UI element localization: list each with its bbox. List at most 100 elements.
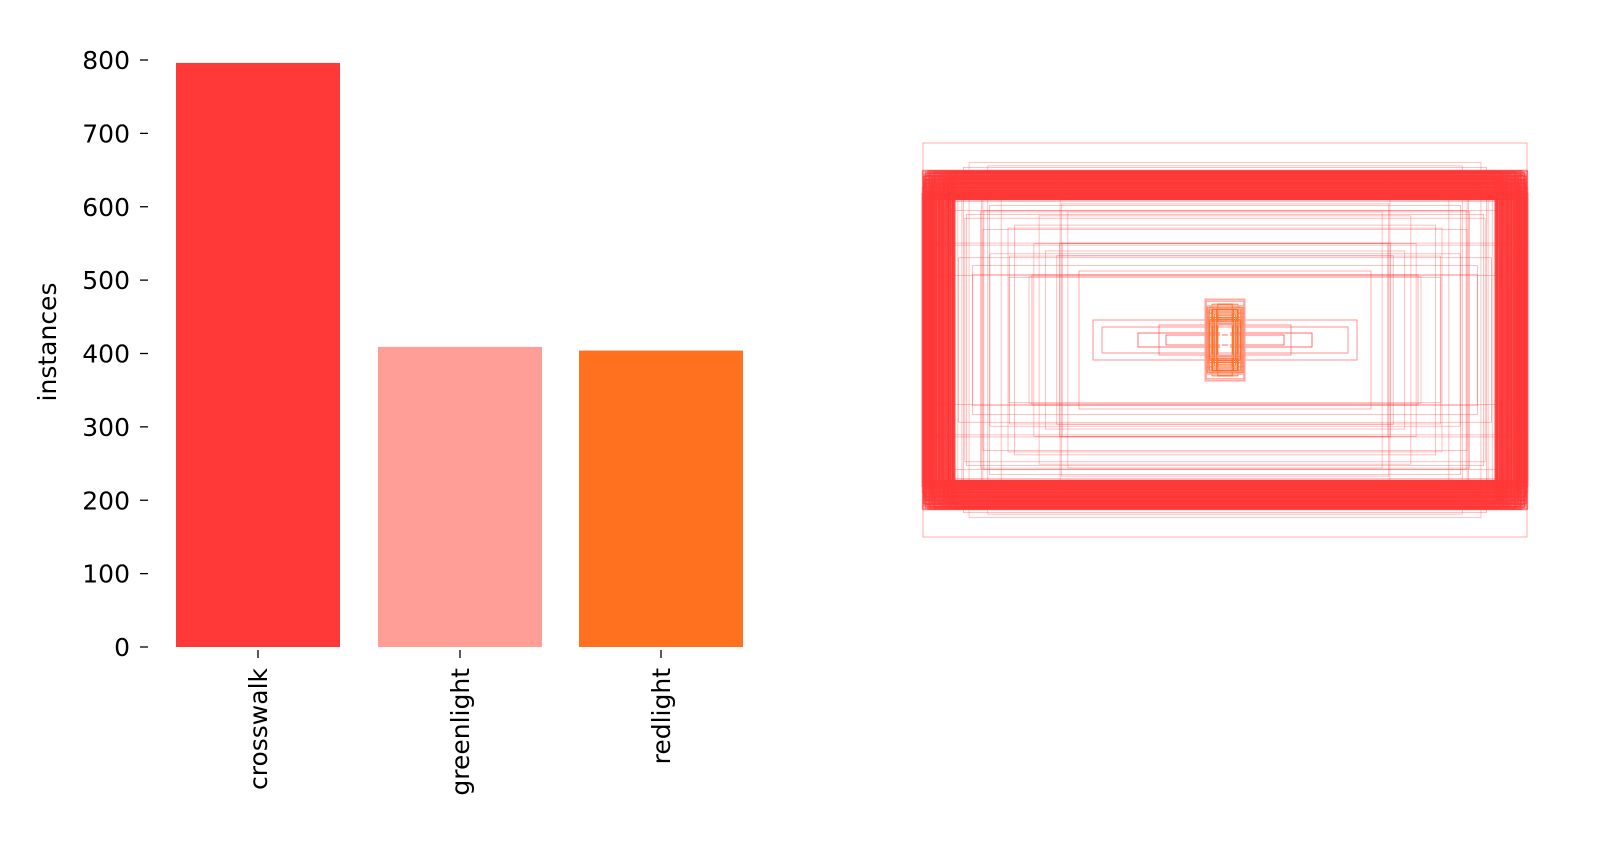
bounding-box (943, 180, 1507, 500)
bounding-box (954, 195, 1496, 485)
bounding-box (936, 177, 1514, 503)
bounding-box (938, 188, 1512, 492)
bounding-box (930, 172, 1520, 508)
bounding-box (980, 211, 1470, 469)
bounding-box (926, 180, 1524, 500)
bounding-box (927, 190, 1523, 490)
bounding-box (1000, 175, 1450, 505)
bounding-box (943, 177, 1507, 503)
bounding-box (932, 180, 1518, 500)
bounding-box (939, 194, 1511, 486)
bounding-box (927, 186, 1523, 494)
bounding-box (950, 172, 1500, 508)
bounding-box (954, 171, 1496, 509)
bounding-box (931, 192, 1519, 488)
bounding-box (941, 195, 1509, 485)
bounding-box (931, 177, 1519, 503)
bounding-box (929, 195, 1521, 485)
bounding-box (942, 189, 1508, 491)
bounding-box (940, 210, 1510, 470)
bounding-box (932, 183, 1518, 497)
bounding-box (932, 171, 1518, 509)
bounding-box (1007, 227, 1443, 453)
bounding-box (1044, 250, 1406, 430)
bounding-box (1210, 310, 1240, 370)
bounding-box (952, 199, 1498, 481)
bounding-box (946, 177, 1504, 503)
bounding-box (931, 191, 1519, 489)
bounding-box (926, 194, 1524, 486)
bounding-box (933, 173, 1517, 507)
bounding-box (1213, 314, 1237, 366)
bounding-box (938, 195, 1512, 485)
bounding-box (940, 173, 1510, 507)
bounding-box (930, 186, 1520, 494)
bounding-box (943, 178, 1507, 502)
bounding-box (934, 192, 1516, 488)
bounding-box (950, 178, 1500, 502)
bounding-box (1056, 255, 1394, 425)
bounding-box (958, 257, 1492, 423)
bounding-box (925, 192, 1525, 488)
bounding-box (938, 192, 1512, 488)
bounding-box (947, 192, 1503, 488)
bounding-box (954, 192, 1496, 488)
bounding-box (926, 189, 1524, 491)
bounding-box (940, 184, 1510, 496)
bounding-box (981, 191, 1469, 489)
bounding-box (950, 184, 1500, 496)
bounding-box (933, 182, 1517, 498)
bounding-box (931, 197, 1519, 483)
bounding-box (931, 186, 1519, 494)
bounding-box (925, 173, 1525, 507)
y-tick-label: 400 (82, 340, 130, 369)
bounding-box (933, 186, 1517, 494)
bounding-box (929, 198, 1521, 482)
bounding-box (923, 182, 1527, 498)
bounding-box (1031, 274, 1419, 406)
bounding-box (949, 197, 1501, 483)
bounding-box (947, 182, 1503, 498)
bounding-box (923, 197, 1527, 483)
bounding-box (935, 194, 1515, 486)
bounding-box (936, 187, 1514, 493)
bounding-box (946, 173, 1504, 507)
bounding-box (935, 176, 1515, 504)
bounding-box (1028, 276, 1422, 404)
bounding-box (933, 173, 1517, 507)
bounding-box (1067, 211, 1383, 469)
bounding-box (1204, 298, 1246, 382)
bars (176, 62, 743, 648)
bounding-box (941, 193, 1509, 487)
bounding-box (934, 183, 1516, 497)
bounding-box (921, 197, 1529, 483)
bounding-box (929, 171, 1521, 509)
bounding-box (1206, 306, 1244, 374)
y-tick-label: 0 (114, 633, 130, 662)
bounding-box (921, 193, 1529, 487)
bounding-box (942, 197, 1508, 483)
bounding-box (936, 184, 1514, 496)
bounding-box (929, 187, 1521, 493)
bounding-box (921, 192, 1529, 488)
bounding-box (933, 199, 1517, 481)
bounding-box (933, 186, 1517, 494)
bounding-box (943, 179, 1507, 501)
bar-chart: 0 100 200 300 400 500 600 700 800 crosswalk green… (33, 46, 743, 796)
bounding-box (954, 172, 1496, 508)
bounding-box (937, 178, 1513, 502)
y-tick-label: 800 (82, 46, 130, 75)
bounding-box (922, 198, 1528, 482)
bounding-box (940, 193, 1510, 487)
bounding-box (938, 193, 1512, 487)
bounding-box (950, 171, 1500, 509)
bounding-box (953, 194, 1497, 486)
bounding-box (928, 242, 1522, 438)
bounding-box (948, 198, 1502, 482)
bounding-box (935, 177, 1515, 503)
bounding-box (928, 196, 1522, 484)
bounding-box (924, 174, 1526, 506)
bounding-box (964, 217, 1486, 463)
bounding-box (957, 178, 1493, 502)
bounding-box (936, 186, 1514, 494)
